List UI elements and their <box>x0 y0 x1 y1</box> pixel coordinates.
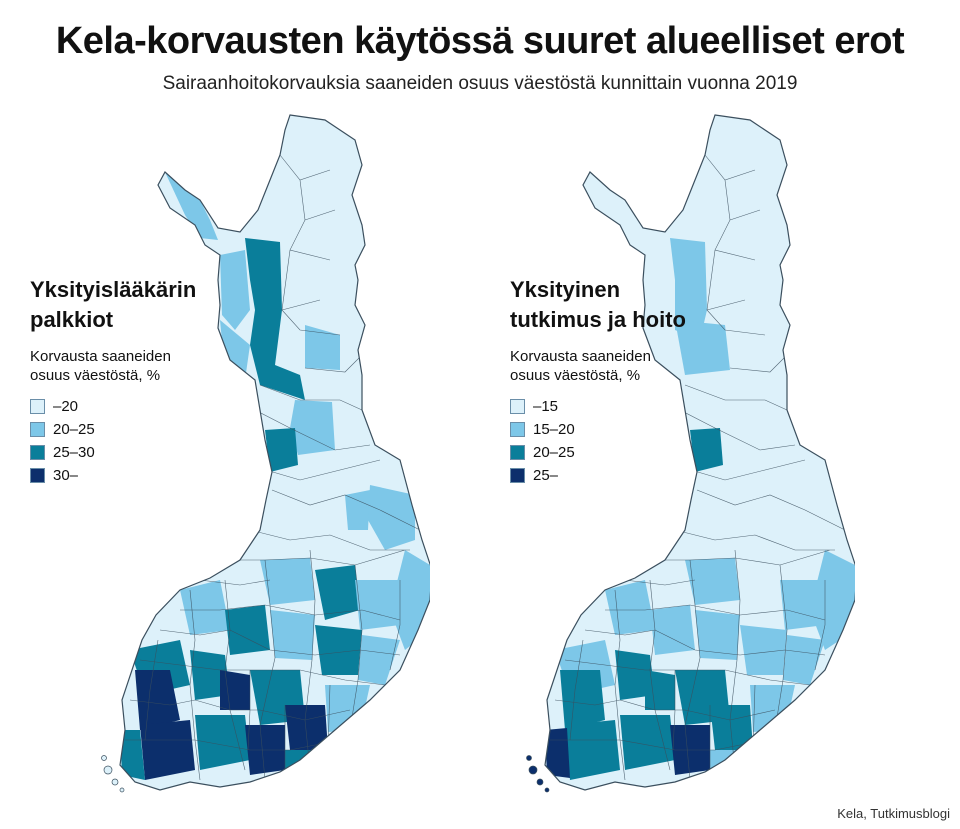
region-class2 <box>358 635 400 685</box>
legend-swatch <box>30 399 45 414</box>
region-class2 <box>750 685 795 732</box>
region-class3 <box>245 238 305 400</box>
legend-swatch <box>510 399 525 414</box>
region-class4 <box>545 728 570 778</box>
region-class2 <box>305 325 340 370</box>
chart-title: Kela-korvausten käytössä suuret alueelli… <box>55 20 905 62</box>
region-class2 <box>180 580 230 635</box>
region-class4 <box>285 705 328 750</box>
legend-swatch <box>30 422 45 437</box>
region-class2 <box>290 400 335 455</box>
region-class3 <box>265 428 298 472</box>
legend-desc-line1: Korvausta saaneiden <box>30 348 171 365</box>
region-class4 <box>135 670 180 730</box>
legend-label: 25– <box>533 467 559 484</box>
map-private-examination-treatment <box>526 114 855 793</box>
region-class2 <box>695 610 740 660</box>
region-class2 <box>675 320 730 375</box>
legend-items: –15 15–20 20–25 25– <box>510 395 710 487</box>
legend-heading: Yksityislääkärin palkkiot <box>30 275 230 335</box>
map-private-doctor-fees <box>101 114 430 793</box>
legend-label: –15 <box>533 398 559 415</box>
region-class2 <box>780 580 825 630</box>
region-class2 <box>325 685 370 732</box>
region-class2 <box>260 558 315 605</box>
chart-subtitle: Sairaanhoitokorvauksia saaneiden osuus v… <box>162 73 798 94</box>
region-class3 <box>225 605 270 655</box>
legend-swatch <box>510 445 525 460</box>
legend-private-examination-treatment: Yksityinen tutkimus ja hoito Korvausta s… <box>510 275 710 487</box>
legend-item: –15 <box>510 395 710 418</box>
legend-label: 15–20 <box>533 421 575 438</box>
region-class3 <box>710 705 753 750</box>
region-class3 <box>645 670 675 710</box>
region-class2 <box>783 635 825 685</box>
legend-items: –20 20–25 25–30 30– <box>30 395 230 487</box>
legend-heading-line2: palkkiot <box>30 307 114 332</box>
legend-desc-line2: osuus väestöstä, % <box>30 367 161 384</box>
region-class2 <box>740 625 787 675</box>
legend-desc-line2: osuus väestöstä, % <box>510 367 641 384</box>
legend-label: 20–25 <box>533 444 575 461</box>
legend-swatch <box>510 468 525 483</box>
aland-islands <box>101 755 125 793</box>
region-class2 <box>650 605 695 655</box>
legend-heading-line2: tutkimus ja hoito <box>510 307 686 332</box>
region-class3 <box>315 625 362 675</box>
legend-desc-line1: Korvausta saaneiden <box>510 348 651 365</box>
region-class4 <box>140 720 195 780</box>
legend-label: 30– <box>53 467 79 484</box>
legend-item: 30– <box>30 464 230 487</box>
legend-description: Korvausta saaneiden osuus väestöstä, % <box>30 347 230 385</box>
region-class3 <box>315 565 360 620</box>
legend-item: 25– <box>510 464 710 487</box>
legend-heading: Yksityinen tutkimus ja hoito <box>510 275 710 335</box>
region-class4 <box>220 670 250 710</box>
region-class2 <box>270 610 315 660</box>
region-class3 <box>690 428 723 472</box>
legend-item: 20–25 <box>30 418 230 441</box>
legend-label: –20 <box>53 398 79 415</box>
legend-heading-line1: Yksityislääkärin <box>30 277 197 302</box>
region-class3 <box>560 670 605 730</box>
source-credit: Kela, Tutkimusblogi <box>837 806 950 821</box>
legend-item: 20–25 <box>510 441 710 464</box>
legend-private-doctor-fees: Yksityislääkärin palkkiot Korvausta saan… <box>30 275 230 487</box>
legend-description: Korvausta saaneiden osuus väestöstä, % <box>510 347 710 385</box>
region-class2 <box>368 485 415 550</box>
legend-item: –20 <box>30 395 230 418</box>
legend-swatch <box>30 445 45 460</box>
region-class2 <box>605 580 655 635</box>
legend-heading-line1: Yksityinen <box>510 277 621 302</box>
region-class2 <box>670 238 707 340</box>
region-class2 <box>165 172 218 240</box>
aland-islands <box>526 755 550 793</box>
region-class3 <box>195 715 250 770</box>
legend-swatch <box>510 422 525 437</box>
region-class3 <box>620 715 675 770</box>
region-class2 <box>685 558 740 605</box>
legend-item: 15–20 <box>510 418 710 441</box>
region-class2 <box>220 250 250 330</box>
region-class3 <box>120 730 145 780</box>
legend-item: 25–30 <box>30 441 230 464</box>
region-class2 <box>355 580 400 630</box>
region-class3 <box>565 720 620 780</box>
legend-swatch <box>30 468 45 483</box>
legend-label: 20–25 <box>53 421 95 438</box>
legend-label: 25–30 <box>53 444 95 461</box>
region-class2 <box>345 490 370 530</box>
